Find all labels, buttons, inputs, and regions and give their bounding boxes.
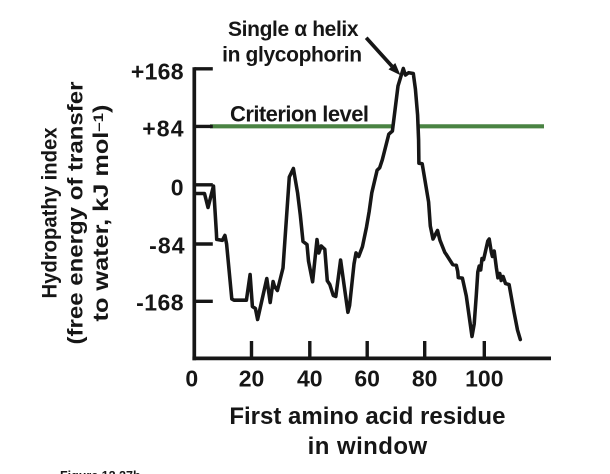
svg-text:0: 0 [171,174,184,200]
svg-text:Figure 12.27b: Figure 12.27b [60,469,141,474]
svg-text:Single α helix: Single α helix [228,18,359,41]
svg-text:20: 20 [239,366,265,392]
svg-text:40: 40 [297,366,323,392]
svg-text:in glycophorin: in glycophorin [222,44,362,67]
svg-text:Criterion level: Criterion level [230,101,369,126]
svg-text:60: 60 [354,366,380,392]
svg-text:-168: -168 [136,290,184,316]
svg-text:in window: in window [308,433,428,460]
svg-text:0: 0 [185,366,198,392]
svg-text:-84: -84 [149,232,185,258]
svg-text:+84: +84 [142,115,184,141]
svg-text:100: 100 [465,366,503,392]
svg-text:to water, kJ mol–1): to water, kJ mol–1) [90,104,113,321]
svg-text:First amino acid residue: First amino acid residue [229,403,505,430]
svg-text:+168: +168 [131,59,184,85]
svg-text:(free energy of transfer: (free energy of transfer [65,82,88,345]
svg-text:Hydropathy index: Hydropathy index [39,127,62,298]
svg-text:80: 80 [412,366,438,392]
